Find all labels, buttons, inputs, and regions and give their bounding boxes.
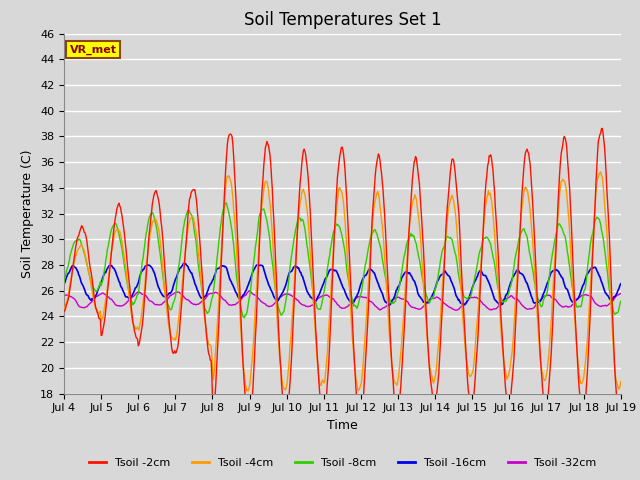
Y-axis label: Soil Temperature (C): Soil Temperature (C) xyxy=(22,149,35,278)
X-axis label: Time: Time xyxy=(327,419,358,432)
Legend: Tsoil -2cm, Tsoil -4cm, Tsoil -8cm, Tsoil -16cm, Tsoil -32cm: Tsoil -2cm, Tsoil -4cm, Tsoil -8cm, Tsoi… xyxy=(84,453,600,472)
Title: Soil Temperatures Set 1: Soil Temperatures Set 1 xyxy=(244,11,441,29)
Text: VR_met: VR_met xyxy=(70,44,116,55)
